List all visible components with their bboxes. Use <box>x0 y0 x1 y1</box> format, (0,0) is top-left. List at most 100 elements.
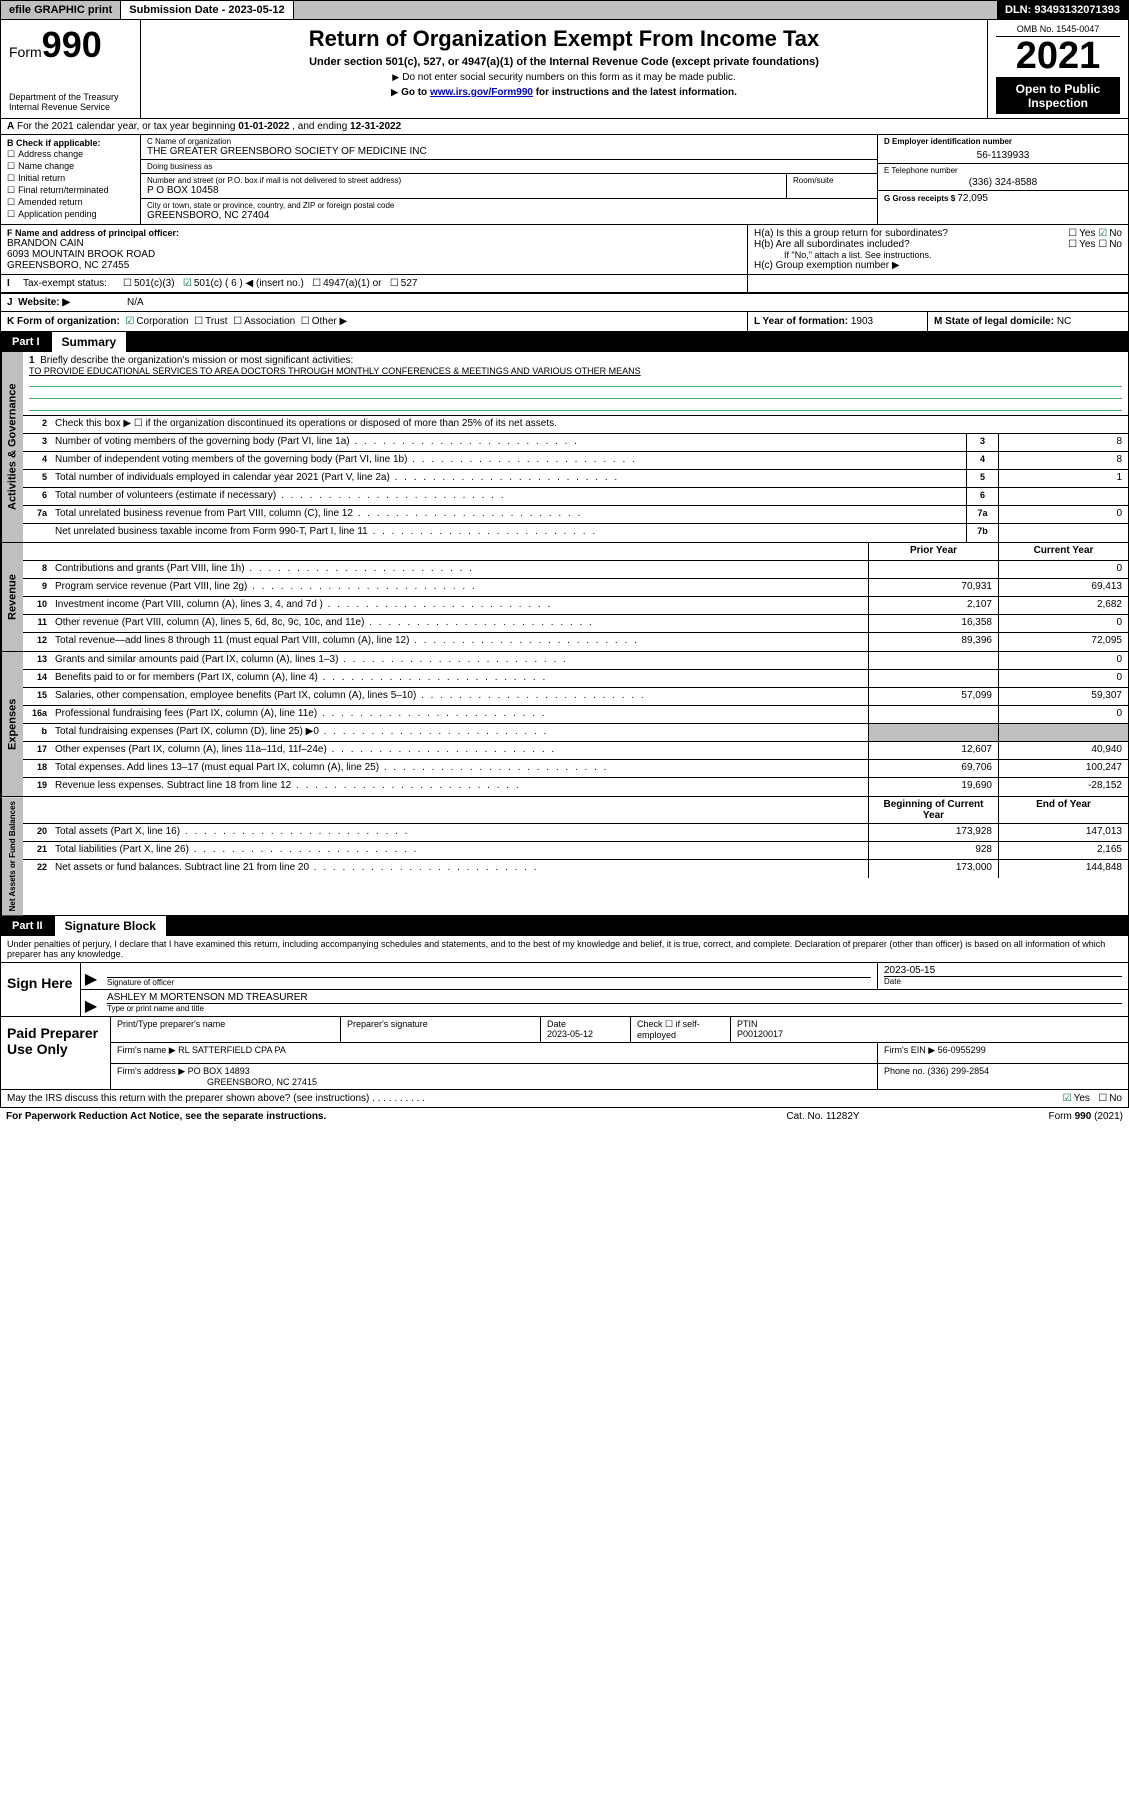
table-row: 15Salaries, other compensation, employee… <box>23 688 1128 706</box>
firm-ein-row: Firm's EIN ▶ 56-0955299 <box>878 1043 1128 1063</box>
ein-row: D Employer identification number 56-1139… <box>878 135 1128 164</box>
submission-date: Submission Date - 2023-05-12 <box>121 1 293 19</box>
officer-group-block: F Name and address of principal officer:… <box>0 225 1129 275</box>
table-row: 10Investment income (Part VIII, column (… <box>23 597 1128 615</box>
discuss-row: May the IRS discuss this return with the… <box>0 1090 1129 1108</box>
table-row: 19Revenue less expenses. Subtract line 1… <box>23 778 1128 796</box>
table-row: 22Net assets or fund balances. Subtract … <box>23 860 1128 878</box>
dln-label: DLN: 93493132071393 <box>997 1 1128 19</box>
form-org-row: K Form of organization: Corporation Trus… <box>0 312 1129 332</box>
side-governance: Activities & Governance <box>1 352 23 542</box>
table-row: 12Total revenue—add lines 8 through 11 (… <box>23 633 1128 651</box>
website-row: J Website: ▶ N/A <box>0 294 1129 312</box>
hb-no[interactable]: No <box>1098 239 1122 250</box>
firm-name-row: Firm's name ▶ RL SATTERFIELD CPA PA <box>111 1043 878 1063</box>
side-expenses: Expenses <box>1 652 23 796</box>
dept-label: Department of the Treasury Internal Reve… <box>9 92 132 112</box>
principal-officer: F Name and address of principal officer:… <box>1 225 748 274</box>
side-revenue: Revenue <box>1 543 23 651</box>
officer-name: ASHLEY M MORTENSON MD TREASURER <box>107 992 1122 1003</box>
table-row: 14Benefits paid to or for members (Part … <box>23 670 1128 688</box>
hdr-begin-year: Beginning of Current Year <box>868 797 998 823</box>
perjury-note: Under penalties of perjury, I declare th… <box>1 936 1128 962</box>
chk-trust[interactable]: Trust <box>194 316 227 327</box>
chk-other[interactable]: Other ▶ <box>301 316 347 327</box>
table-row: 3Number of voting members of the governi… <box>23 434 1128 452</box>
org-info-block: B Check if applicable: Address change Na… <box>0 135 1129 225</box>
hb-yes[interactable]: Yes <box>1068 239 1095 250</box>
hdr-current-year: Current Year <box>998 543 1128 560</box>
form-title: Return of Organization Exempt From Incom… <box>149 26 979 52</box>
form-subtitle-2: Do not enter social security numbers on … <box>149 72 979 83</box>
room-suite: Room/suite <box>787 174 877 198</box>
signature-section: Under penalties of perjury, I declare th… <box>0 936 1129 1090</box>
topbar-spacer <box>294 1 997 19</box>
firm-addr-row: Firm's address ▶ PO BOX 14893 GREENSBORO… <box>111 1064 878 1089</box>
firm-phone-row: Phone no. (336) 299-2854 <box>878 1064 1128 1089</box>
h-a: H(a) Is this a group return for subordin… <box>754 228 1122 239</box>
table-row: 9Program service revenue (Part VIII, lin… <box>23 579 1128 597</box>
sig-arrow-icon-2: ▶ <box>81 990 101 1016</box>
form-number: Form990 <box>9 24 132 66</box>
governance-section: Activities & Governance 1 Briefly descri… <box>0 352 1129 543</box>
chk-501c3[interactable]: 501(c)(3) <box>123 278 175 289</box>
table-row: 8Contributions and grants (Part VIII, li… <box>23 561 1128 579</box>
ha-no[interactable]: No <box>1098 228 1122 239</box>
city-row: City or town, state or province, country… <box>141 199 877 223</box>
discuss-no[interactable]: No <box>1098 1093 1122 1104</box>
chk-corporation[interactable]: Corporation <box>125 316 188 327</box>
chk-final-return[interactable]: Final return/terminated <box>7 185 134 196</box>
prep-hdr-name: Print/Type preparer's name <box>111 1017 341 1042</box>
h-b-note: If "No," attach a list. See instructions… <box>754 250 1122 260</box>
chk-amended-return[interactable]: Amended return <box>7 197 134 208</box>
side-net: Net Assets or Fund Balances <box>1 797 23 915</box>
chk-527[interactable]: 527 <box>390 278 418 289</box>
org-name: THE GREATER GREENSBORO SOCIETY OF MEDICI… <box>147 146 871 157</box>
form-header: Form990 Department of the Treasury Inter… <box>0 20 1129 119</box>
chk-association[interactable]: Association <box>233 316 295 327</box>
table-row: 4Number of independent voting members of… <box>23 452 1128 470</box>
status-website-block: I Tax-exempt status: 501(c)(3) 501(c) ( … <box>0 275 1129 294</box>
hdr-prior-year: Prior Year <box>868 543 998 560</box>
efile-button[interactable]: efile GRAPHIC print <box>1 1 121 19</box>
street-address: Number and street (or P.O. box if mail i… <box>141 174 787 198</box>
top-bar: efile GRAPHIC print Submission Date - 20… <box>0 0 1129 20</box>
inspection-badge: Open to Public Inspection <box>996 78 1120 114</box>
hdr-end-year: End of Year <box>998 797 1128 823</box>
chk-name-change[interactable]: Name change <box>7 161 134 172</box>
table-row: 7aTotal unrelated business revenue from … <box>23 506 1128 524</box>
expenses-section: Expenses 13Grants and similar amounts pa… <box>0 652 1129 797</box>
paid-preparer-label: Paid Preparer Use Only <box>1 1017 111 1089</box>
chk-501c[interactable]: 501(c) ( 6 ) ◀ (insert no.) <box>183 278 304 289</box>
table-row: 16aProfessional fundraising fees (Part I… <box>23 706 1128 724</box>
mission-text: TO PROVIDE EDUCATIONAL SERVICES TO AREA … <box>29 366 1122 376</box>
irs-link[interactable]: www.irs.gov/Form990 <box>430 87 533 98</box>
form-subtitle-1: Under section 501(c), 527, or 4947(a)(1)… <box>149 56 979 68</box>
sig-date: 2023-05-15 <box>884 965 1122 976</box>
table-row: 5Total number of individuals employed in… <box>23 470 1128 488</box>
org-name-row: C Name of organization THE GREATER GREEN… <box>141 135 877 160</box>
prep-self-employed: Check ☐ if self-employed <box>631 1017 731 1042</box>
chk-address-change[interactable]: Address change <box>7 149 134 160</box>
discuss-yes[interactable]: Yes <box>1063 1093 1090 1104</box>
chk-initial-return[interactable]: Initial return <box>7 173 134 184</box>
phone-row: E Telephone number (336) 324-8588 <box>878 164 1128 191</box>
part-i-bar: Part I Summary <box>0 332 1129 352</box>
h-b: H(b) Are all subordinates included? Yes … <box>754 239 1122 250</box>
table-row: 17Other expenses (Part IX, column (A), l… <box>23 742 1128 760</box>
officer-sig-label: Signature of officer <box>107 977 871 987</box>
part-ii-bar: Part II Signature Block <box>0 916 1129 936</box>
tax-year: 2021 <box>996 37 1120 78</box>
table-row: 20Total assets (Part X, line 16)173,9281… <box>23 824 1128 842</box>
table-row: 21Total liabilities (Part X, line 26)928… <box>23 842 1128 860</box>
row-a-tax-year: A For the 2021 calendar year, or tax yea… <box>0 119 1129 135</box>
ha-yes[interactable]: Yes <box>1068 228 1095 239</box>
prep-hdr-date: Date2023-05-12 <box>541 1017 631 1042</box>
prep-ptin: PTINP00120017 <box>731 1017 1128 1042</box>
revenue-section: Revenue Prior Year Current Year 8Contrib… <box>0 543 1129 652</box>
chk-application-pending[interactable]: Application pending <box>7 209 134 220</box>
gross-receipts-row: G Gross receipts $ 72,095 <box>878 191 1128 215</box>
net-assets-section: Net Assets or Fund Balances Beginning of… <box>0 797 1129 916</box>
chk-4947[interactable]: 4947(a)(1) or <box>312 278 381 289</box>
prep-hdr-sig: Preparer's signature <box>341 1017 541 1042</box>
